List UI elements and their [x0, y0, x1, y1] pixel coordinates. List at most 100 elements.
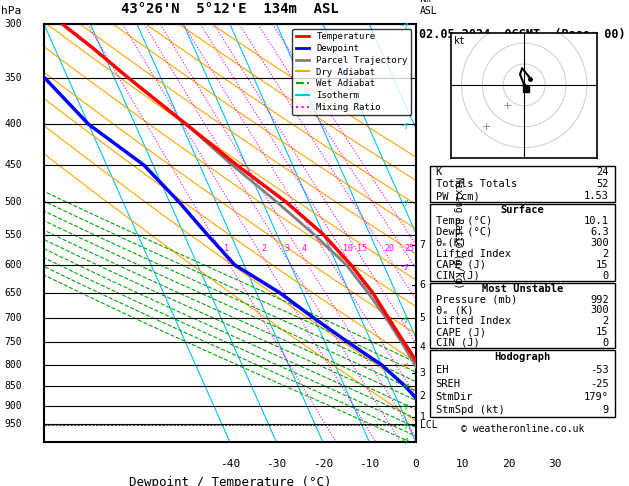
Text: Temp (°C): Temp (°C): [436, 216, 492, 226]
Text: 0: 0: [603, 338, 609, 348]
Text: Dewp (°C): Dewp (°C): [436, 226, 492, 237]
Text: 600: 600: [4, 260, 22, 270]
Text: km
ASL: km ASL: [420, 0, 437, 16]
Text: -40: -40: [220, 459, 240, 469]
Text: 3: 3: [285, 244, 290, 253]
Text: CIN (J): CIN (J): [436, 271, 479, 281]
Text: 950: 950: [4, 419, 22, 430]
Text: Dewpoint / Temperature (°C): Dewpoint / Temperature (°C): [129, 476, 331, 486]
Text: 1: 1: [224, 244, 229, 253]
Text: 15: 15: [596, 260, 609, 270]
Text: Pressure (mb): Pressure (mb): [436, 295, 517, 305]
Text: LCL: LCL: [420, 420, 437, 430]
Bar: [430, 350, 615, 417]
Text: 850: 850: [4, 381, 22, 391]
Text: 179°: 179°: [584, 392, 609, 402]
Text: -10: -10: [359, 459, 379, 469]
Text: 6: 6: [420, 280, 426, 290]
Text: 550: 550: [4, 230, 22, 240]
Text: 2: 2: [603, 249, 609, 259]
Text: >: >: [399, 118, 412, 131]
Text: 6: 6: [327, 244, 331, 253]
Text: 300: 300: [590, 305, 609, 315]
Text: PW (cm): PW (cm): [436, 191, 479, 201]
Text: θₑ (K): θₑ (K): [436, 305, 473, 315]
Text: StmDir: StmDir: [436, 392, 473, 402]
Text: Mixing Ratio (g/kg): Mixing Ratio (g/kg): [453, 177, 463, 289]
Text: >: >: [399, 358, 412, 371]
Text: 300: 300: [590, 238, 609, 248]
Text: >: >: [399, 195, 412, 208]
Bar: [430, 204, 615, 281]
Text: 0: 0: [413, 459, 420, 469]
Text: 15: 15: [596, 327, 609, 337]
Text: 0: 0: [603, 271, 609, 281]
Text: 2: 2: [420, 391, 426, 401]
Text: 750: 750: [4, 337, 22, 347]
Text: 1: 1: [420, 412, 426, 422]
Text: K: K: [436, 167, 442, 177]
Text: CAPE (J): CAPE (J): [436, 260, 486, 270]
Text: 992: 992: [590, 295, 609, 305]
Text: 7: 7: [420, 240, 426, 250]
Text: 4: 4: [420, 342, 426, 352]
Text: >: >: [399, 399, 412, 412]
Text: >: >: [399, 433, 412, 446]
Text: Lifted Index: Lifted Index: [436, 316, 511, 326]
Text: CAPE (J): CAPE (J): [436, 327, 486, 337]
Text: 700: 700: [4, 313, 22, 324]
Text: 24: 24: [596, 167, 609, 177]
Text: 500: 500: [4, 197, 22, 207]
Legend: Temperature, Dewpoint, Parcel Trajectory, Dry Adiabat, Wet Adiabat, Isotherm, Mi: Temperature, Dewpoint, Parcel Trajectory…: [292, 29, 411, 115]
Text: 800: 800: [4, 360, 22, 370]
Text: 25: 25: [404, 244, 415, 253]
Text: -30: -30: [266, 459, 287, 469]
Text: Totals Totals: Totals Totals: [436, 179, 517, 189]
Text: Surface: Surface: [500, 205, 544, 214]
Text: >: >: [399, 418, 412, 431]
Text: 30: 30: [548, 459, 562, 469]
Text: 350: 350: [4, 73, 22, 83]
Bar: [430, 166, 615, 202]
Text: 20: 20: [384, 244, 394, 253]
Text: -25: -25: [590, 379, 609, 389]
Text: hPa: hPa: [1, 6, 22, 16]
Text: 400: 400: [4, 119, 22, 129]
Text: Most Unstable: Most Unstable: [482, 284, 563, 294]
Text: 450: 450: [4, 160, 22, 170]
Text: 2: 2: [262, 244, 267, 253]
Text: >: >: [399, 18, 412, 31]
Text: © weatheronline.co.uk: © weatheronline.co.uk: [460, 424, 584, 434]
Text: 20: 20: [502, 459, 516, 469]
Text: EH: EH: [436, 365, 448, 375]
Text: 10: 10: [455, 459, 469, 469]
Bar: [430, 283, 615, 348]
Text: 15: 15: [357, 244, 367, 253]
Text: 1.53: 1.53: [584, 191, 609, 201]
Text: >: >: [399, 312, 412, 325]
Text: 900: 900: [4, 400, 22, 411]
Text: 10: 10: [343, 244, 353, 253]
Text: 5: 5: [420, 313, 426, 324]
Text: 02.05.2024  06GMT  (Base: 00): 02.05.2024 06GMT (Base: 00): [419, 29, 625, 41]
Text: 6.3: 6.3: [590, 226, 609, 237]
Text: 650: 650: [4, 288, 22, 298]
Text: 43°26'N  5°12'E  134m  ASL: 43°26'N 5°12'E 134m ASL: [121, 2, 339, 16]
Text: -53: -53: [590, 365, 609, 375]
Text: >: >: [399, 380, 412, 392]
Text: SREH: SREH: [436, 379, 461, 389]
Text: 52: 52: [596, 179, 609, 189]
Text: 3: 3: [420, 368, 426, 379]
Text: 10.1: 10.1: [584, 216, 609, 226]
Text: Hodograph: Hodograph: [494, 352, 550, 362]
Text: Lifted Index: Lifted Index: [436, 249, 511, 259]
Text: 4: 4: [302, 244, 307, 253]
Text: -20: -20: [313, 459, 333, 469]
Text: 9: 9: [603, 405, 609, 416]
Text: 2: 2: [603, 316, 609, 326]
Text: CIN (J): CIN (J): [436, 338, 479, 348]
Text: >: >: [399, 259, 412, 271]
Text: StmSpd (kt): StmSpd (kt): [436, 405, 504, 416]
Text: 300: 300: [4, 19, 22, 29]
Text: θₑ(K): θₑ(K): [436, 238, 467, 248]
